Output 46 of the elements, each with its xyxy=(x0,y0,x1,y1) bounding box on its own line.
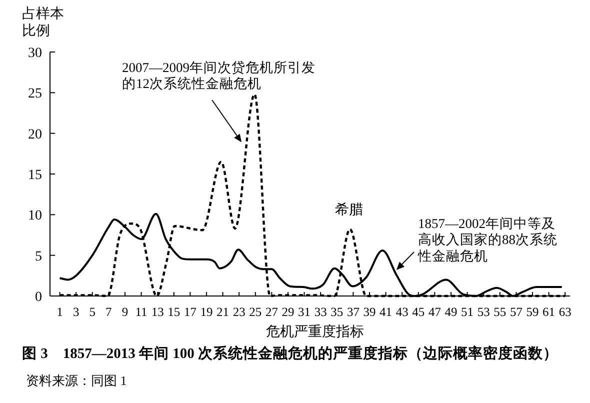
x-tick-label: 51 xyxy=(461,305,474,319)
x-tick-label: 31 xyxy=(298,305,311,319)
annotation: 2007—2009年间次贷危机所引发的12次系统性金融危机 xyxy=(122,60,316,92)
annotation: 希腊 xyxy=(335,202,363,218)
x-tick-label: 39 xyxy=(363,305,376,319)
x-tick-label: 5 xyxy=(89,305,96,319)
x-tick-label: 21 xyxy=(216,305,230,319)
y-tick-label: 25 xyxy=(28,86,42,102)
x-tick-label: 43 xyxy=(396,305,408,319)
x-tick-label: 33 xyxy=(314,305,327,319)
y-tick-label: 20 xyxy=(28,127,42,142)
x-tick-label: 17 xyxy=(184,305,196,319)
y-tick-label: 30 xyxy=(28,46,42,61)
x-tick-label: 41 xyxy=(380,305,392,319)
y-tick-label: 10 xyxy=(28,208,42,224)
text: 图 3 1857—2013 年间 100 次系统性金融危机的严重度指标（边际概率密度函数） xyxy=(22,344,558,362)
x-tick-label: 19 xyxy=(200,305,213,319)
x-tick-label: 53 xyxy=(477,305,490,319)
y-axis-title: 占样本比例 xyxy=(22,6,64,39)
x-tick-label: 59 xyxy=(526,305,539,319)
x-tick-label: 49 xyxy=(444,305,458,319)
annotation: 1857—2002年间中等及高收入国家的88次系统性金融危机 xyxy=(417,216,558,264)
x-tick-label: 57 xyxy=(510,305,522,319)
x-tick-label: 63 xyxy=(558,305,572,319)
x-tick-label: 47 xyxy=(428,305,441,319)
x-tick-label: 11 xyxy=(135,305,148,319)
x-tick-label: 25 xyxy=(249,305,262,319)
x-tick-label: 23 xyxy=(232,305,246,319)
y-tick-label: 5 xyxy=(35,249,42,264)
x-tick-label: 37 xyxy=(346,305,360,319)
x-axis-title: 危机严重度指标 xyxy=(266,324,364,340)
x-tick-label: 9 xyxy=(122,305,128,319)
x-tick-label: 15 xyxy=(168,305,180,319)
x-tick-label: 27 xyxy=(265,305,278,319)
x-tick-label: 7 xyxy=(106,305,112,319)
x-tick-label: 1 xyxy=(56,305,63,319)
x-tick-label: 3 xyxy=(72,305,80,319)
text: 资料来源：同图 1 xyxy=(26,373,127,388)
x-tick-label: 55 xyxy=(494,305,506,319)
y-tick-label: 15 xyxy=(28,168,42,183)
x-tick-label: 13 xyxy=(151,305,164,319)
y-tick-label: 0 xyxy=(35,290,42,305)
x-tick-label: 61 xyxy=(542,305,556,319)
x-tick-label: 45 xyxy=(412,305,425,319)
x-tick-label: 35 xyxy=(330,305,344,319)
x-tick-label: 29 xyxy=(282,305,294,319)
